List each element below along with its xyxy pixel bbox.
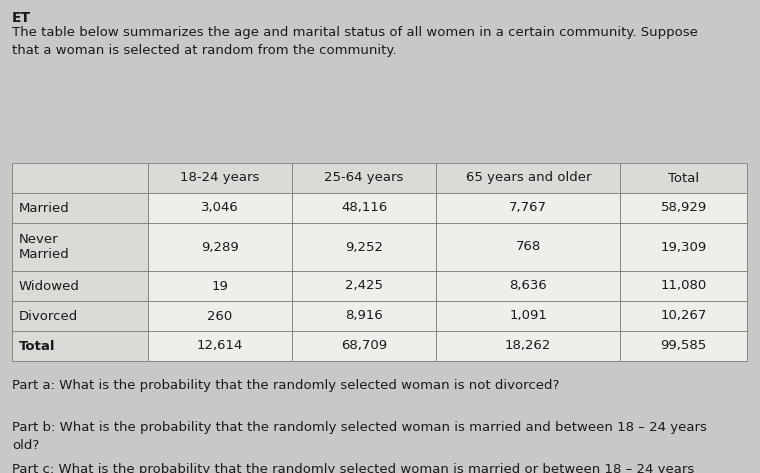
- Bar: [292, 331, 436, 361]
- Text: 11,080: 11,080: [660, 280, 707, 292]
- Bar: [292, 193, 436, 223]
- Bar: [292, 301, 436, 331]
- Text: 18,262: 18,262: [505, 340, 552, 352]
- Text: 10,267: 10,267: [660, 309, 707, 323]
- Bar: [12, 301, 147, 331]
- Text: 9,252: 9,252: [345, 240, 383, 254]
- Text: Total: Total: [19, 340, 55, 352]
- Bar: [620, 271, 747, 301]
- Bar: [147, 223, 292, 271]
- Bar: [147, 193, 292, 223]
- Text: 7,767: 7,767: [509, 201, 547, 214]
- Bar: [292, 223, 436, 271]
- Text: 65 years and older: 65 years and older: [465, 172, 591, 184]
- Text: 2,425: 2,425: [345, 280, 383, 292]
- Bar: [620, 163, 747, 193]
- Text: 8,636: 8,636: [509, 280, 547, 292]
- Bar: [12, 223, 147, 271]
- Bar: [12, 163, 147, 193]
- Bar: [436, 223, 620, 271]
- Text: 9,289: 9,289: [201, 240, 239, 254]
- Bar: [620, 331, 747, 361]
- Bar: [12, 271, 147, 301]
- Text: 19: 19: [211, 280, 228, 292]
- Bar: [292, 271, 436, 301]
- Text: Never
Married: Never Married: [19, 233, 70, 261]
- Text: 58,929: 58,929: [660, 201, 707, 214]
- Text: Part c: What is the probability that the randomly selected woman is married or b: Part c: What is the probability that the…: [12, 463, 694, 473]
- Text: 12,614: 12,614: [197, 340, 243, 352]
- Bar: [436, 271, 620, 301]
- Text: 18-24 years: 18-24 years: [180, 172, 259, 184]
- Bar: [436, 331, 620, 361]
- Text: 19,309: 19,309: [660, 240, 707, 254]
- Bar: [147, 301, 292, 331]
- Text: Part b: What is the probability that the randomly selected woman is married and : Part b: What is the probability that the…: [12, 421, 707, 452]
- Bar: [620, 223, 747, 271]
- Text: Total: Total: [668, 172, 699, 184]
- Bar: [12, 193, 147, 223]
- Text: 8,916: 8,916: [345, 309, 383, 323]
- Text: Part a: What is the probability that the randomly selected woman is not divorced: Part a: What is the probability that the…: [12, 379, 559, 392]
- Bar: [436, 163, 620, 193]
- Bar: [147, 331, 292, 361]
- Text: 768: 768: [515, 240, 541, 254]
- Text: 3,046: 3,046: [201, 201, 239, 214]
- Bar: [620, 301, 747, 331]
- Text: ET: ET: [12, 11, 31, 25]
- Text: 68,709: 68,709: [341, 340, 388, 352]
- Text: 1,091: 1,091: [509, 309, 547, 323]
- Bar: [12, 331, 147, 361]
- Text: 25-64 years: 25-64 years: [325, 172, 404, 184]
- Text: Widowed: Widowed: [19, 280, 80, 292]
- Bar: [147, 163, 292, 193]
- Bar: [436, 193, 620, 223]
- Text: Divorced: Divorced: [19, 309, 78, 323]
- Text: 260: 260: [207, 309, 233, 323]
- Bar: [292, 163, 436, 193]
- Text: 99,585: 99,585: [660, 340, 707, 352]
- Text: Married: Married: [19, 201, 70, 214]
- Bar: [620, 193, 747, 223]
- Bar: [147, 271, 292, 301]
- Text: 48,116: 48,116: [341, 201, 388, 214]
- Text: The table below summarizes the age and marital status of all women in a certain : The table below summarizes the age and m…: [12, 26, 698, 57]
- Bar: [436, 301, 620, 331]
